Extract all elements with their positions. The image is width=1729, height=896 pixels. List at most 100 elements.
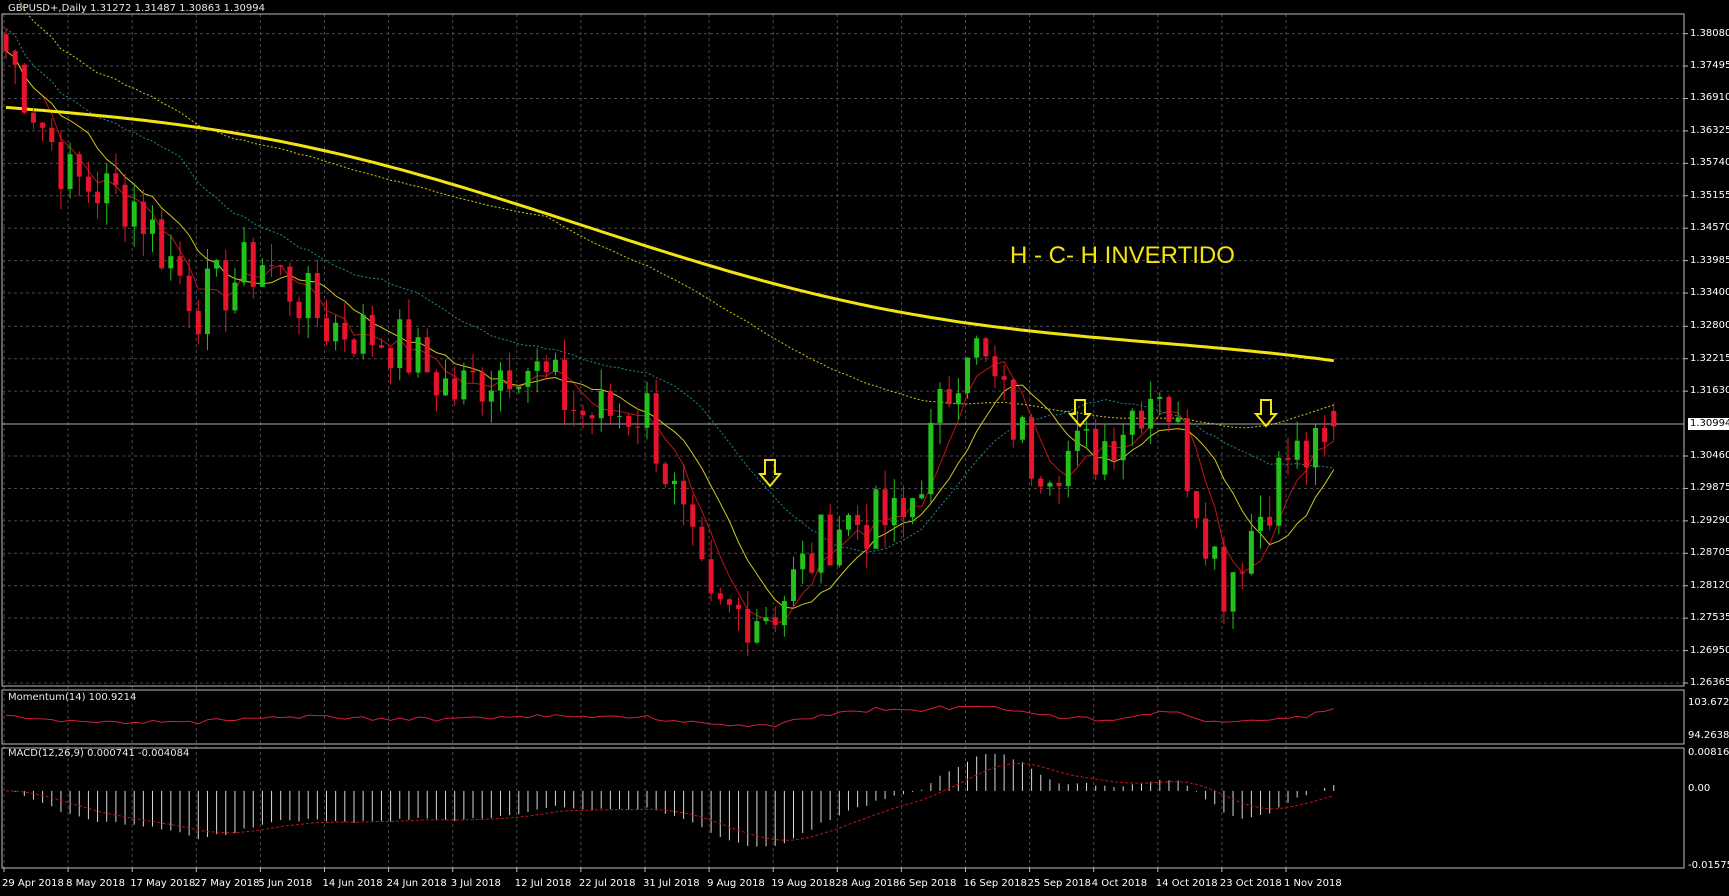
x-tick-label: 14 Oct 2018 [1155,878,1218,889]
candle-body [314,273,320,319]
candle-body [424,337,430,373]
candle-body [168,256,174,269]
y-tick-label: 1.31630 [1690,385,1729,397]
ma-200-line [5,105,1334,363]
candle-body [324,318,329,342]
y-tick-label: 1.34570 [1690,222,1729,234]
candle-body [1102,441,1108,475]
candle-body [433,372,439,396]
candle-body [1019,417,1025,440]
candle-body [186,275,192,312]
y-tick-label: 1.26950 [1690,644,1729,656]
candle-body [177,256,183,276]
candle-body [882,489,888,526]
momentum-tick-label: 103.6723 [1688,697,1729,708]
candle-body [1175,418,1181,422]
candle-body [223,260,229,311]
candle-body [40,122,46,128]
candle-body [1239,572,1245,574]
candle-body [259,265,265,287]
candle-body [836,529,842,566]
candle-body [12,50,18,65]
candle-body [1148,398,1154,429]
candle-body [726,599,732,605]
candle-body [1038,478,1044,487]
candle-body [360,314,366,354]
candle-body [626,415,632,427]
candle-body [681,480,687,505]
y-tick-label: 1.33400 [1690,287,1729,299]
x-tick-label: 29 Apr 2018 [2,878,64,889]
y-tick-label: 1.35740 [1690,157,1729,169]
candle-body [708,559,714,594]
candle-body [965,357,970,394]
candle-body [214,260,220,269]
candle-body [791,569,797,602]
candle-body [159,219,165,269]
candle-body [525,370,531,387]
candle-body [754,621,760,643]
candle-body [855,515,861,526]
x-tick-label: 31 Jul 2018 [643,878,700,889]
x-tick-label: 28 Aug 2018 [835,878,900,889]
candle-body [589,415,595,419]
candle-body [1120,434,1126,461]
candle-body [910,498,916,518]
candle-body [85,176,91,192]
momentum-tick-label: 94.2638 [1688,730,1729,741]
candle-body [406,319,412,373]
macd-tick-label: -0.015752 [1688,860,1729,871]
y-tick-label: 1.30460 [1690,450,1729,461]
candle-body [800,553,806,570]
candle-body [635,426,641,428]
candle-body [671,480,677,485]
candle-body [49,127,55,143]
candle-body [305,273,311,319]
candle-body [983,338,989,357]
candle-body [333,322,339,342]
momentum-line [5,705,1334,728]
candle-body [717,593,723,600]
candle-body [342,322,348,340]
y-tick-label: 1.28705 [1690,547,1729,559]
y-tick-label: 1.26365 [1690,677,1729,688]
candle-body [662,463,668,485]
candle-body [1312,427,1318,468]
candle-body [827,514,833,566]
candle-body [1129,410,1135,435]
candle-body [809,553,815,573]
y-tick-label: 1.29290 [1690,514,1729,526]
candle-body [1010,379,1016,440]
candle-body [1084,428,1090,431]
candle-body [479,372,485,402]
candle-body [1056,482,1062,487]
y-tick-label: 1.37495 [1690,60,1729,72]
candle-body [955,393,961,405]
pattern-annotation: H - C- H INVERTIDO [1010,242,1235,269]
candle-body [543,361,549,372]
down-arrow-icon [1253,399,1279,428]
candle-body [1093,428,1099,475]
candle-body [644,393,650,428]
x-tick-label: 3 Jul 2018 [450,878,501,889]
candle-body [461,370,467,400]
candle-body [1047,482,1053,487]
y-tick-label: 1.28120 [1690,579,1729,591]
x-tick-label: 24 Jun 2018 [386,878,447,889]
candle-body [1138,410,1144,429]
candle-body [1267,516,1273,526]
macd-tick-label: 0.00 [1688,783,1711,794]
x-tick-label: 9 Aug 2018 [707,878,765,889]
candle-body [269,265,275,267]
candle-body [1221,546,1227,612]
candle-body [104,173,110,204]
candle-body [488,390,494,402]
candle-body [443,378,449,396]
candle-body [1065,450,1071,487]
y-tick-label: 1.36325 [1690,124,1729,136]
down-arrow-icon [757,459,783,488]
candle-body [900,497,906,518]
candle-body [1248,530,1254,574]
candle-body [763,617,769,622]
